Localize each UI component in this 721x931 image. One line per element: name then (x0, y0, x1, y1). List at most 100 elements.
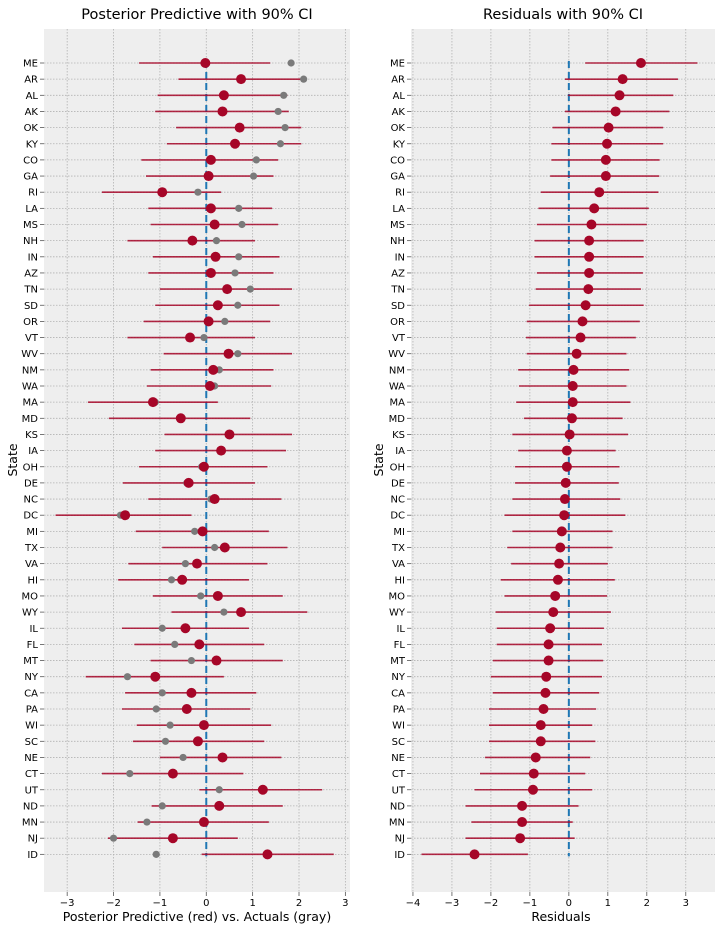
residuals-estimate-point-vt (575, 332, 586, 343)
posterior-actual-point-az (231, 269, 239, 277)
posterior-state-label-ny: NY (24, 672, 38, 683)
residuals-estimate-point-nh (584, 235, 595, 246)
posterior-estimate-point-ne (217, 752, 228, 763)
posterior-actual-point-ms (238, 220, 246, 229)
posterior-actual-point-ca (158, 689, 166, 697)
residuals-estimate-point-sd (580, 300, 591, 311)
posterior-actual-point-ok (281, 124, 289, 132)
residuals-state-label-ma: MA (390, 398, 406, 409)
posterior-state-label-mo: MO (22, 591, 39, 602)
residuals-panel: −4 −3 −2 −1 0 1 2 3 ME AR AL AK OK KY CO GA RI LA MS NH IN AZ… (371, 7, 715, 924)
posterior-estimate-point-ca (186, 687, 197, 698)
residuals-estimate-point-mt (543, 655, 554, 666)
residuals-state-label-wi: WI (392, 721, 405, 732)
residuals-estimate-point-va (554, 558, 565, 569)
posterior-state-label-mn: MN (22, 818, 38, 829)
posterior-state-label-sd: SD (24, 301, 38, 312)
posterior-state-label-il: IL (29, 624, 38, 635)
residuals-estimate-point-wi (535, 720, 546, 731)
residuals-state-label-fl: FL (394, 640, 406, 651)
posterior-estimate-point-hi (177, 574, 188, 585)
residuals-state-label-ak: AK (392, 107, 406, 118)
posterior-estimate-point-ma (147, 397, 158, 408)
posterior-actual-point-or (221, 317, 229, 325)
posterior-estimate-point-wa (204, 381, 215, 391)
posterior-actual-point-il (158, 624, 166, 632)
posterior-estimate-point-ia (216, 445, 227, 456)
posterior-estimate-point-az (205, 267, 216, 278)
posterior-actual-point-sd (234, 301, 242, 309)
posterior-state-label-mt: MT (23, 656, 39, 667)
posterior-state-label-de: DE (24, 478, 38, 489)
residuals-state-label-co: CO (390, 155, 405, 166)
posterior-state-label-la: LA (25, 204, 38, 215)
posterior-state-label-ok: OK (24, 123, 39, 134)
posterior-actual-point-ct (126, 770, 134, 778)
residuals-state-label-az: AZ (391, 268, 405, 279)
posterior-estimate-point-id (262, 849, 273, 860)
posterior-x-tick-label: 1 (249, 898, 255, 909)
posterior-estimate-point-ri (157, 187, 168, 198)
posterior-estimate-point-va (192, 558, 202, 569)
residuals-state-label-la: LA (392, 204, 405, 215)
residuals-estimate-point-hi (552, 574, 563, 585)
residuals-estimate-point-ga (600, 171, 611, 182)
residuals-state-label-nd: ND (390, 801, 405, 812)
posterior-state-label-or: OR (23, 317, 38, 328)
posterior-state-label-ak: AK (25, 107, 39, 118)
posterior-state-label-wy: WY (22, 608, 39, 619)
posterior-x-tick-label: −2 (106, 898, 121, 909)
residuals-estimate-point-dc (559, 510, 570, 521)
posterior-actual-point-nj (109, 834, 118, 842)
residuals-estimate-point-me (635, 58, 646, 68)
residuals-estimate-point-ms (586, 219, 597, 230)
residuals-state-label-mn: MN (389, 818, 405, 829)
residuals-estimate-point-wy (548, 607, 559, 618)
posterior-estimate-point-nd (214, 800, 225, 811)
residuals-state-label-ok: OK (391, 123, 406, 134)
posterior-estimate-point-mo (212, 590, 223, 601)
residuals-estimate-point-ar (617, 74, 628, 85)
posterior-state-label-ut: UT (25, 785, 39, 796)
residuals-estimate-point-ne (530, 752, 541, 763)
posterior-estimate-point-nj (167, 833, 178, 844)
posterior-actual-point-vt (200, 333, 208, 342)
residuals-plot-area (411, 29, 715, 892)
residuals-state-label-id: ID (394, 850, 405, 861)
posterior-actual-point-tn (246, 285, 254, 293)
posterior-state-label-ri: RI (28, 188, 38, 199)
posterior-estimate-point-ak (217, 106, 228, 117)
posterior-actual-point-hi (167, 576, 176, 584)
posterior-estimate-point-sc (192, 736, 203, 747)
posterior-actual-point-nh (212, 237, 221, 245)
residuals-estimate-point-ca (540, 687, 551, 698)
residuals-state-label-or: OR (390, 317, 405, 328)
residuals-estimate-point-md (566, 413, 577, 424)
posterior-estimate-point-il (180, 623, 191, 634)
residuals-state-label-ga: GA (390, 172, 405, 183)
posterior-estimate-point-mt (211, 655, 222, 666)
residuals-estimate-point-al (614, 90, 625, 101)
posterior-estimate-point-in (210, 251, 221, 262)
residuals-state-label-wa: WA (389, 382, 405, 393)
residuals-state-label-ky: KY (393, 139, 406, 150)
residuals-estimate-point-de (560, 477, 571, 488)
posterior-estimate-point-ky (230, 138, 241, 149)
residuals-estimate-point-ri (594, 187, 605, 198)
posterior-state-label-hi: HI (28, 575, 38, 586)
posterior-state-label-ks: KS (25, 430, 38, 441)
residuals-state-label-oh: OH (390, 462, 405, 473)
residuals-estimate-point-co (600, 154, 611, 165)
residuals-state-label-nj: NJ (395, 834, 405, 845)
posterior-state-label-ia: IA (28, 446, 38, 457)
posterior-estimate-point-tn (222, 284, 233, 295)
residuals-estimate-point-fl (543, 639, 554, 650)
posterior-actual-point-ga (249, 172, 258, 180)
posterior-state-label-id: ID (27, 850, 38, 861)
residuals-state-label-mt: MT (390, 656, 406, 667)
posterior-state-label-va: VA (25, 559, 38, 570)
residuals-state-label-ar: AR (391, 75, 405, 86)
residuals-estimate-point-mn (517, 817, 528, 828)
posterior-actual-point-al (280, 91, 288, 99)
